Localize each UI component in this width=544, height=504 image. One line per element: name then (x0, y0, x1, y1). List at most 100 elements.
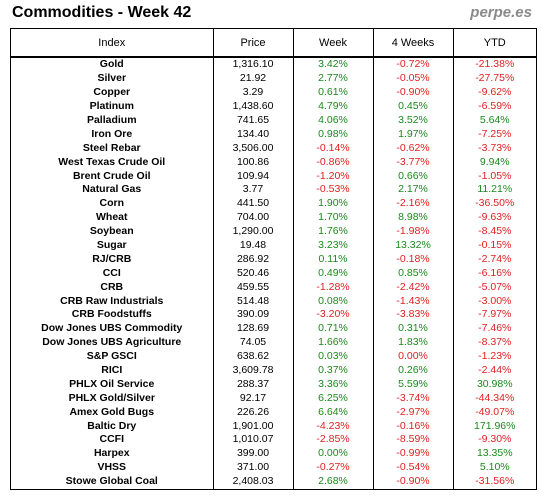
price-cell: 74.05 (213, 335, 294, 350)
column-header-week[interactable]: Week (293, 29, 374, 58)
week-change-cell: 6.25% (293, 391, 374, 406)
four-week-change-cell: -0.72% (373, 57, 454, 72)
table-row: Copper 3.29 0.61% -0.90% -9.62% (11, 85, 536, 100)
ytd-change-cell: -6.16% (478, 266, 512, 279)
ytd-change-cell: -6.59% (478, 100, 512, 113)
week-change-cell: -2.85% (293, 433, 374, 447)
four-week-change-cell: -3.74% (373, 391, 454, 406)
index-name-cell: Palladium (11, 113, 214, 128)
price-cell: 3.29 (213, 85, 294, 100)
four-week-change-cell: -8.59% (373, 433, 454, 447)
four-week-change-cell: 0.85% (373, 266, 454, 281)
four-week-change-cell: 0.66% (373, 169, 454, 184)
ytd-change-cell: -2.44% (478, 364, 512, 377)
week-change-cell: 0.00% (293, 446, 374, 461)
index-name-cell: Steel Rebar (11, 141, 214, 156)
four-week-change-cell: -3.77% (373, 155, 454, 170)
ytd-change-cell: 30.98% (476, 377, 513, 390)
table-row: Dow Jones UBS Agriculture 74.05 1.66% 1.83%… (11, 335, 536, 350)
index-name-cell: Soybean (11, 224, 214, 239)
price-cell: 704.00 (213, 210, 294, 225)
price-cell: 1,010.07 (213, 433, 294, 447)
week-change-cell: 2.68% (293, 474, 374, 489)
ytd-change-cell: 171.96% (474, 419, 516, 432)
column-header-ytd[interactable]: YTD (453, 29, 536, 58)
table-row: Brent Crude Oil 109.94 -1.20% 0.66% -1.05% (11, 169, 536, 184)
price-cell: 1,290.00 (213, 224, 294, 239)
week-change-cell: -1.28% (293, 280, 374, 295)
table-body: Gold 1,316.10 3.42% -0.72% -21.38% Silver 21.9… (11, 57, 536, 489)
price-cell: 390.09 (213, 308, 294, 322)
table-row: Stowe Global Coal 2,408.03 2.68% -0.90% -31.… (11, 474, 536, 489)
index-name-cell: CCI (11, 266, 214, 281)
table-row: Iron Ore 134.40 0.98% 1.97% -7.25% (11, 127, 536, 142)
index-name-cell: Dow Jones UBS Agriculture (11, 335, 214, 350)
price-cell: 441.50 (213, 196, 294, 211)
week-change-cell: -1.20% (293, 169, 374, 184)
table-row: Baltic Dry 1,901.00 -4.23% -0.16% 171.96% (11, 419, 536, 434)
ytd-change-cell: -27.75% (475, 72, 515, 85)
ytd-change-cell: 9.94% (479, 155, 510, 168)
week-change-cell: 0.61% (293, 85, 374, 100)
ytd-change-cell: -7.25% (478, 127, 512, 140)
four-week-change-cell: 8.98% (373, 210, 454, 225)
table-header-row: Index Price Week 4 Weeks YTD (11, 29, 536, 58)
price-cell: 226.26 (213, 405, 294, 420)
table-row: PHLX Oil Service 288.37 3.36% 5.59% 30.98% (11, 377, 536, 392)
week-change-cell: 1.66% (293, 335, 374, 350)
index-name-cell: Baltic Dry (11, 419, 214, 434)
price-cell: 459.55 (213, 280, 294, 295)
index-name-cell: Harpex (11, 446, 214, 461)
ytd-change-cell: -8.37% (478, 336, 512, 349)
four-week-change-cell: -0.54% (373, 460, 454, 475)
table-row: Amex Gold Bugs 226.26 6.64% -2.97% -49.07% (11, 405, 536, 420)
ytd-change-cell: -7.46% (478, 322, 512, 335)
index-name-cell: Iron Ore (11, 127, 214, 142)
ytd-change-cell: -7.97% (478, 308, 512, 321)
index-name-cell: Copper (11, 85, 214, 100)
index-name-cell: Silver (11, 71, 214, 86)
table-row: Corn 441.50 1.90% -2.16% -36.50% (11, 196, 536, 211)
ytd-change-cell: -1.23% (478, 350, 512, 363)
week-change-cell: 0.49% (293, 266, 374, 281)
four-week-change-cell: -0.05% (373, 71, 454, 86)
ytd-change-cell: -9.63% (478, 211, 512, 224)
table-row: Gold 1,316.10 3.42% -0.72% -21.38% (11, 57, 536, 72)
column-header-4weeks[interactable]: 4 Weeks (373, 29, 454, 58)
week-change-cell: -0.27% (293, 460, 374, 475)
four-week-change-cell: 5.59% (373, 377, 454, 392)
four-week-change-cell: 3.52% (373, 113, 454, 128)
week-change-cell: 3.23% (293, 238, 374, 253)
index-name-cell: Dow Jones UBS Commodity (11, 321, 214, 336)
table-row: Dow Jones UBS Commodity 128.69 0.71% 0.31% -… (11, 321, 536, 336)
week-change-cell: 4.06% (293, 113, 374, 128)
index-name-cell: CRB (11, 280, 214, 295)
header: Commodities - Week 42 perpe.es (0, 0, 544, 27)
ytd-change-cell: -1.05% (478, 169, 512, 182)
four-week-change-cell: 0.26% (373, 363, 454, 378)
four-week-change-cell: -0.90% (373, 85, 454, 100)
table-row: CCFI 1,010.07 -2.85% -8.59% -9.30% (11, 433, 536, 447)
table-row: Steel Rebar 3,506.00 -0.14% -0.62% -3.73% (11, 141, 536, 156)
week-change-cell: -4.23% (293, 419, 374, 434)
index-name-cell: CRB Raw Industrials (11, 294, 214, 309)
table-row: CRB Raw Industrials 514.48 0.08% -1.43% -3.0… (11, 294, 536, 309)
index-name-cell: Natural Gas (11, 183, 214, 197)
ytd-change-cell: 13.35% (476, 447, 513, 460)
week-change-cell: 0.11% (293, 252, 374, 267)
index-name-cell: Corn (11, 196, 214, 211)
week-change-cell: 0.03% (293, 349, 374, 364)
ytd-change-cell: -0.15% (478, 239, 512, 252)
table-row: Soybean 1,290.00 1.76% -1.98% -8.45% (11, 224, 536, 239)
commodities-table-container: Index Price Week 4 Weeks YTD Gold 1,316.1… (10, 28, 537, 490)
price-cell: 21.92 (213, 71, 294, 86)
week-change-cell: 1.76% (293, 224, 374, 239)
table-row: PHLX Gold/Silver 92.17 6.25% -3.74% -44.34% (11, 391, 536, 406)
four-week-change-cell: -0.90% (373, 474, 454, 489)
table-row: CRB Foodstuffs 390.09 -3.20% -3.83% -7.97% (11, 308, 536, 322)
brand-logo: perpe.es (470, 4, 532, 21)
column-header-price[interactable]: Price (213, 29, 294, 58)
table-row: Harpex 399.00 0.00% -0.99% 13.35% (11, 446, 536, 461)
column-header-index[interactable]: Index (11, 29, 214, 58)
week-change-cell: 0.98% (293, 127, 374, 142)
